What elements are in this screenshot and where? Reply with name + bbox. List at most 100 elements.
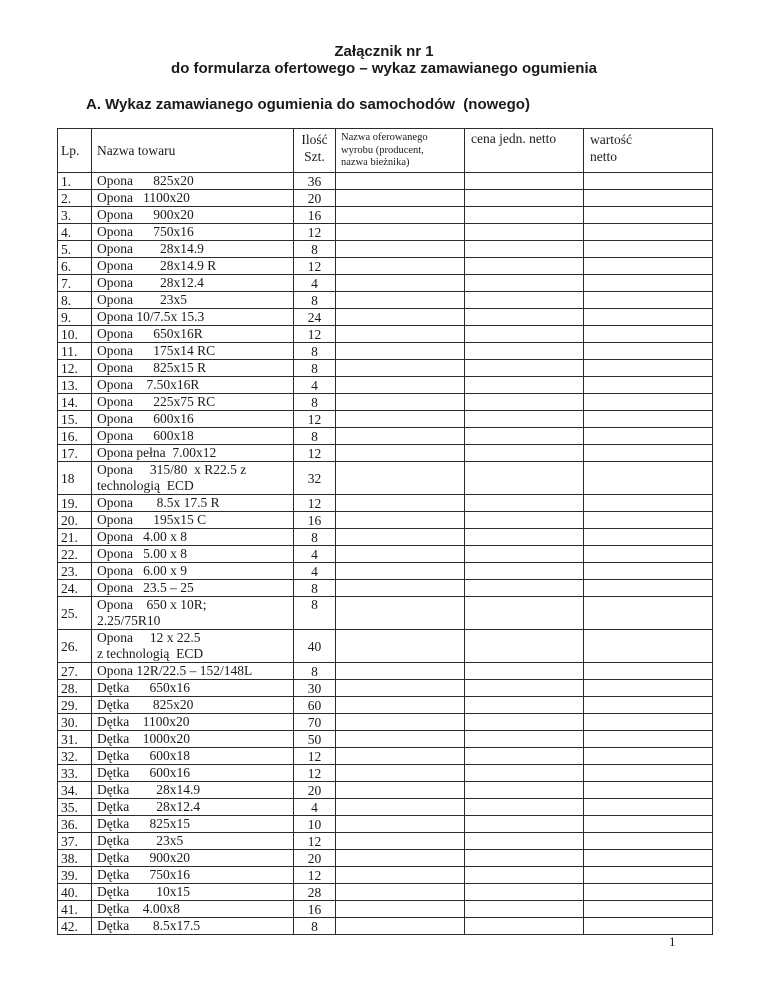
row-offered-cell [335,713,465,731]
row-lp: 20. [57,511,92,529]
row-unit-price-cell [464,545,584,563]
row-name: Opona 650 x 10R; 2.25/75R10 [91,596,294,630]
row-lp: 18 [57,461,92,495]
row-name: Opona 10/7.5x 15.3 [91,308,294,326]
row-offered-cell [335,528,465,546]
row-name: Opona 28x14.9 R [91,257,294,275]
table-row: 36. Dętka 825x15 10 [57,815,713,833]
row-unit-price-cell [464,325,584,343]
row-value-cell [583,866,713,884]
row-lp: 1. [57,172,92,190]
row-offered-cell [335,883,465,901]
row-name: Dętka 1000x20 [91,730,294,748]
row-name: Opona 825x20 [91,172,294,190]
row-offered-cell [335,629,465,663]
row-unit-price-cell [464,291,584,309]
header-unit-price: cena jedn. netto [464,128,584,173]
row-offered-cell [335,764,465,782]
row-unit-price-cell [464,528,584,546]
row-name: Dętka 23x5 [91,832,294,850]
row-value-cell [583,798,713,816]
table-row: 33. Dętka 600x16 12 [57,764,713,782]
table-row: 25. Opona 650 x 10R; 2.25/75R10 8 [57,596,713,630]
row-qty: 8 [293,662,336,680]
table-row: 38. Dętka 900x20 20 [57,849,713,867]
row-lp: 31. [57,730,92,748]
row-qty: 30 [293,679,336,697]
row-qty: 32 [293,461,336,495]
row-offered-cell [335,494,465,512]
row-qty: 16 [293,900,336,918]
header-name: Nazwa towaru [91,128,294,173]
table-row: 13. Opona 7.50x16R 4 [57,376,713,394]
row-offered-cell [335,393,465,411]
row-unit-price-cell [464,696,584,714]
row-offered-cell [335,257,465,275]
tire-list-table: Lp. Nazwa towaru Ilość Szt. Nazwa oferow… [57,128,713,935]
row-qty: 8 [293,579,336,597]
table-row: 3. Opona 900x20 16 [57,206,713,224]
row-value-cell [583,274,713,292]
row-unit-price-cell [464,798,584,816]
row-lp: 15. [57,410,92,428]
row-name: Opona 195x15 C [91,511,294,529]
row-name: Opona 28x12.4 [91,274,294,292]
row-offered-cell [335,815,465,833]
row-qty: 4 [293,274,336,292]
table-row: 26. Opona 12 x 22.5 z technologią ECD 40 [57,629,713,663]
row-offered-cell [335,189,465,207]
table-row: 5. Opona 28x14.9 8 [57,240,713,258]
row-unit-price-cell [464,747,584,765]
table-row: 37. Dętka 23x5 12 [57,832,713,850]
row-unit-price-cell [464,189,584,207]
row-lp: 41. [57,900,92,918]
row-lp: 22. [57,545,92,563]
row-name: Dętka 1100x20 [91,713,294,731]
row-lp: 39. [57,866,92,884]
row-qty: 16 [293,206,336,224]
row-offered-cell [335,917,465,935]
header-lp: Lp. [57,128,92,173]
row-value-cell [583,359,713,377]
row-offered-cell [335,781,465,799]
row-qty: 12 [293,257,336,275]
row-qty: 8 [293,917,336,935]
row-offered-cell [335,291,465,309]
row-name: Opona 28x14.9 [91,240,294,258]
row-lp: 17. [57,444,92,462]
row-value-cell [583,900,713,918]
row-unit-price-cell [464,730,584,748]
row-unit-price-cell [464,764,584,782]
row-unit-price-cell [464,308,584,326]
table-row: 27. Opona 12R/22.5 – 152/148L 8 [57,662,713,680]
row-unit-price-cell [464,562,584,580]
row-offered-cell [335,444,465,462]
row-unit-price-cell [464,781,584,799]
row-lp: 5. [57,240,92,258]
row-unit-price-cell [464,866,584,884]
row-qty: 12 [293,223,336,241]
row-offered-cell [335,798,465,816]
row-value-cell [583,832,713,850]
row-name: Opona 12 x 22.5 z technologią ECD [91,629,294,663]
table-row: 2. Opona 1100x20 20 [57,189,713,207]
row-offered-cell [335,662,465,680]
row-lp: 37. [57,832,92,850]
row-unit-price-cell [464,393,584,411]
row-lp: 19. [57,494,92,512]
row-offered-cell [335,342,465,360]
row-lp: 34. [57,781,92,799]
row-name: Dętka 600x16 [91,764,294,782]
row-name: Opona 1100x20 [91,189,294,207]
row-value-cell [583,562,713,580]
row-qty: 20 [293,849,336,867]
row-qty: 60 [293,696,336,714]
row-name: Dętka 4.00x8 [91,900,294,918]
row-name: Dętka 825x15 [91,815,294,833]
row-value-cell [583,917,713,935]
row-unit-price-cell [464,172,584,190]
row-qty: 28 [293,883,336,901]
row-unit-price-cell [464,511,584,529]
row-qty: 4 [293,798,336,816]
